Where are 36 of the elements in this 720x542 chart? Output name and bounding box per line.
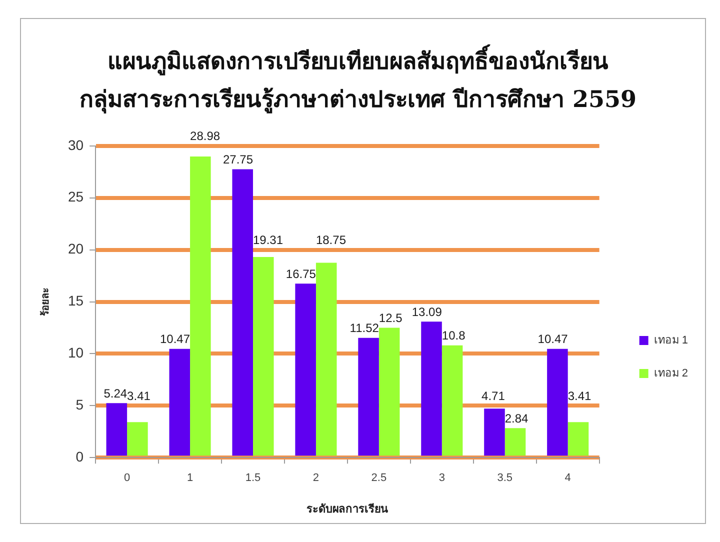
x-tick-label: 1.5	[245, 472, 261, 484]
x-tick-label: 3	[438, 472, 445, 484]
y-tick-label: 25	[68, 188, 84, 205]
y-tick-label: 0	[76, 448, 84, 464]
data-label: 13.09	[412, 304, 442, 319]
x-tick-label: 2	[312, 472, 320, 484]
x-axis-title: ระดับผลการเรียน	[306, 502, 388, 516]
y-tick-label: 5	[76, 396, 84, 413]
data-label: 16.75	[286, 266, 316, 281]
data-label: 18.75	[316, 233, 346, 248]
data-label: 19.31	[252, 233, 284, 248]
x-tick-label: 0	[124, 472, 130, 484]
data-label: 28.98	[190, 129, 220, 144]
data-label: 5.24	[104, 386, 128, 400]
legend-label: เทอม 2	[654, 368, 688, 380]
data-label: 10.47	[160, 332, 190, 346]
y-tick-label: 10	[68, 344, 84, 361]
data-label: 3.41	[127, 388, 151, 403]
y-tick-label: 15	[68, 292, 84, 309]
data-label: 12.5	[378, 311, 403, 326]
x-tick-label: 4	[564, 472, 571, 484]
data-label: 10.47	[538, 332, 568, 346]
data-label: 3.41	[568, 388, 592, 403]
y-tick-label: 20	[68, 240, 84, 257]
data-label: 2.84	[504, 411, 529, 426]
y-tick-label: 30	[68, 136, 84, 153]
x-tick-label: 2.5	[371, 472, 387, 484]
data-label: 10.8	[442, 328, 466, 343]
chart-title: แผนภูมิแสดงการเปรียบเทียบผลสัมฤทธิ์ของนักเรียน กลุ่มสาระการเรียนรู้ภาษาต่างประเทศ ปีการศึกษา 2559	[79, 44, 637, 114]
data-label: 11.52	[350, 321, 380, 336]
x-tick-label: 3.5	[497, 472, 513, 484]
x-tick-label: 1	[186, 472, 194, 484]
data-label: 27.75	[222, 152, 254, 167]
data-label: 4.71	[482, 388, 506, 403]
legend-label: เทอม 1	[654, 334, 688, 347]
y-axis-title: ร้อยละ	[40, 288, 52, 316]
